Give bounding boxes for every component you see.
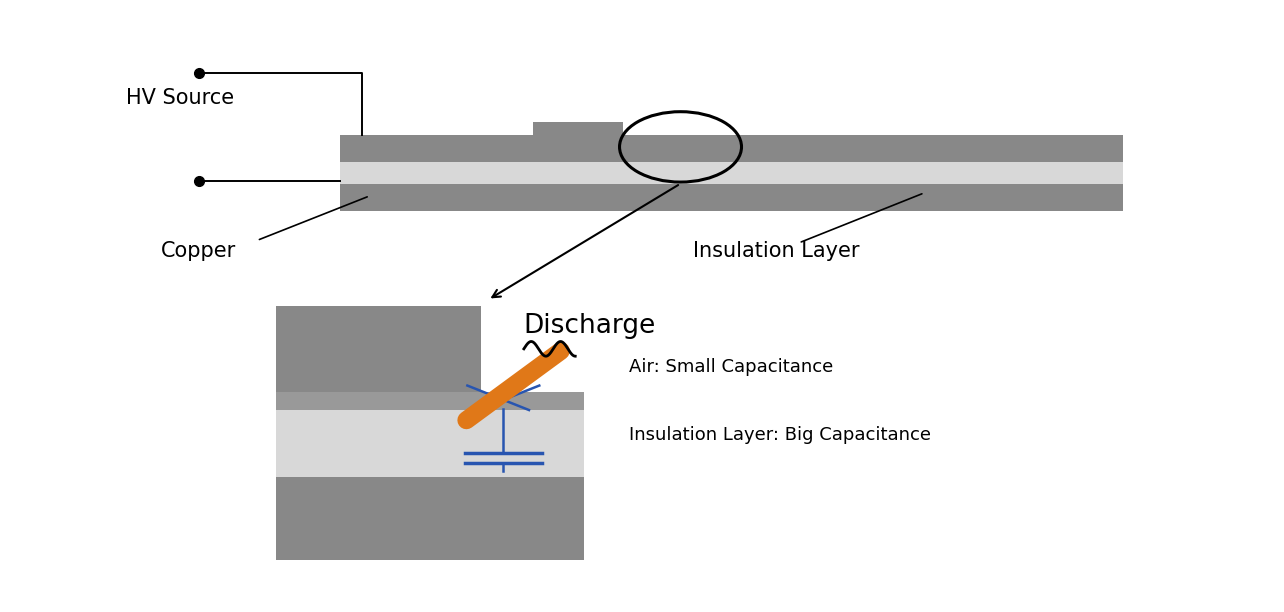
Text: Discharge: Discharge — [524, 313, 656, 338]
Bar — [276, 410, 584, 477]
Bar — [340, 184, 1124, 211]
Text: Copper: Copper — [160, 241, 236, 261]
Bar — [276, 392, 584, 410]
Bar — [340, 162, 1124, 184]
Bar — [276, 477, 584, 560]
Bar — [340, 135, 1124, 162]
Text: Insulation Layer: Insulation Layer — [693, 241, 860, 261]
Bar — [533, 122, 623, 135]
Text: Insulation Layer: Big Capacitance: Insulation Layer: Big Capacitance — [629, 425, 931, 444]
Bar — [276, 306, 482, 392]
Text: HV Source: HV Source — [126, 88, 234, 108]
Text: Air: Small Capacitance: Air: Small Capacitance — [629, 358, 833, 376]
